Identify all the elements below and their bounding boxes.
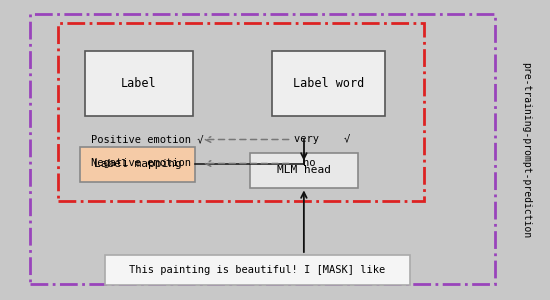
Text: Negative emotion: Negative emotion: [91, 158, 191, 169]
Text: pre-training-prompt-prediction: pre-training-prompt-prediction: [521, 62, 531, 238]
Text: This painting is beautiful! I [MASK] like: This painting is beautiful! I [MASK] lik…: [129, 265, 385, 275]
Text: Label word: Label word: [293, 77, 364, 90]
FancyBboxPatch shape: [104, 255, 410, 285]
FancyBboxPatch shape: [80, 147, 195, 182]
Text: very    √: very √: [294, 134, 350, 145]
FancyBboxPatch shape: [272, 51, 385, 116]
Text: Label mapping: Label mapping: [94, 159, 182, 169]
Text: Label: Label: [121, 77, 157, 90]
Text: no: no: [302, 158, 315, 169]
FancyBboxPatch shape: [85, 51, 192, 116]
Text: Positive emotion √: Positive emotion √: [91, 134, 204, 145]
Text: MLM head: MLM head: [277, 165, 331, 175]
FancyBboxPatch shape: [250, 153, 358, 188]
